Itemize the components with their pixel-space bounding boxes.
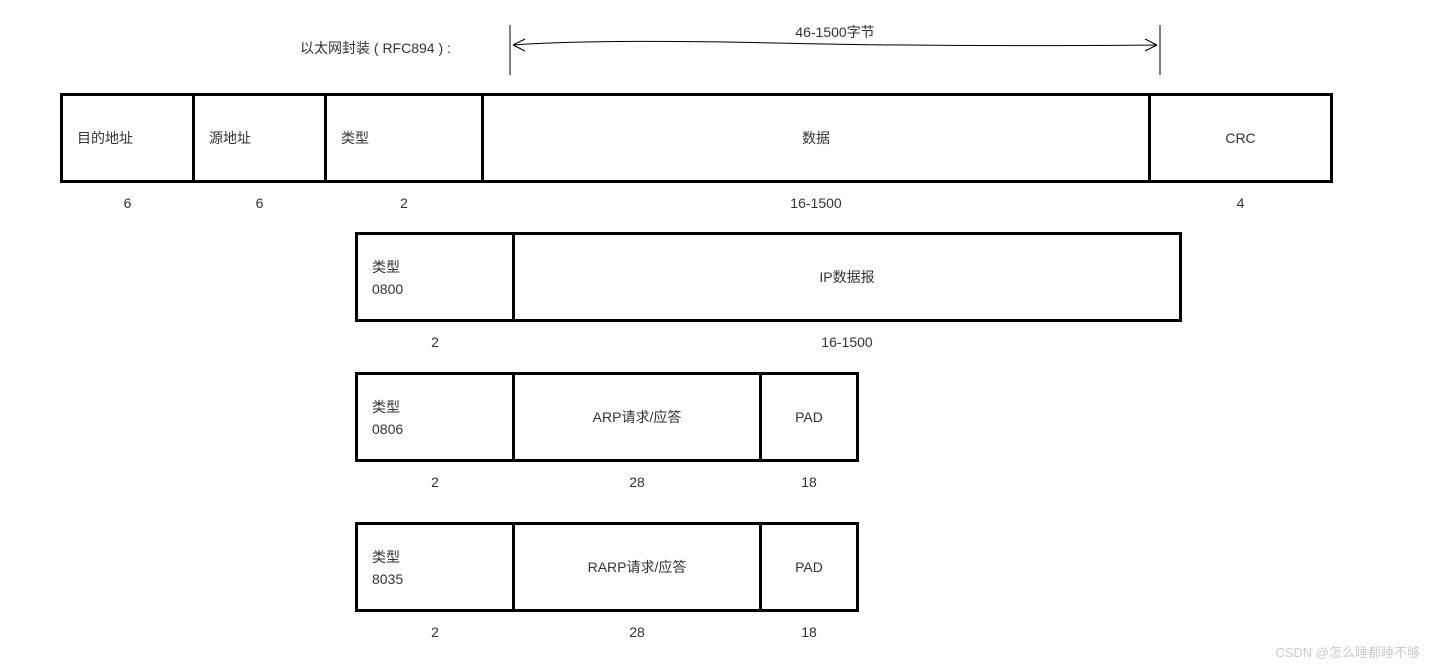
cell-label: RARP请求/应答 bbox=[588, 557, 687, 577]
ethernet-frame-row: 目的地址 源地址 类型 数据 CRC bbox=[60, 93, 1333, 183]
cell-sublabel: 0800 bbox=[372, 281, 403, 297]
svg-text:46-1500字节: 46-1500字节 bbox=[795, 24, 874, 40]
cell: 目的地址 bbox=[60, 93, 195, 183]
cell: 类型 bbox=[324, 93, 484, 183]
cell-label: 源地址 bbox=[209, 128, 251, 148]
cell-sublabel: 8035 bbox=[372, 571, 403, 587]
cell: IP数据报 bbox=[512, 232, 1182, 322]
size-label: 2 bbox=[355, 624, 515, 640]
size-label: 2 bbox=[324, 195, 484, 211]
size-label: 28 bbox=[512, 474, 762, 490]
cell-label: 类型 bbox=[372, 397, 400, 417]
size-label: 2 bbox=[355, 474, 515, 490]
size-label: 16-1500 bbox=[481, 195, 1151, 211]
range-arrow: 46-1500字节 bbox=[0, 0, 1435, 80]
cell-label: 数据 bbox=[802, 128, 830, 148]
size-label: 28 bbox=[512, 624, 762, 640]
size-label: 6 bbox=[60, 195, 195, 211]
size-label: 18 bbox=[759, 624, 859, 640]
watermark: CSDN @怎么睡都睡不够 bbox=[1275, 642, 1420, 661]
size-label: 6 bbox=[192, 195, 327, 211]
cell-label: 目的地址 bbox=[77, 128, 133, 148]
cell-label: 类型 bbox=[372, 547, 400, 567]
cell: RARP请求/应答 bbox=[512, 522, 762, 612]
cell: CRC bbox=[1148, 93, 1333, 183]
size-label: 2 bbox=[355, 334, 515, 350]
cell-label: CRC bbox=[1225, 130, 1255, 146]
size-label: 16-1500 bbox=[512, 334, 1182, 350]
ip-datagram-row: 类型 0800 IP数据报 bbox=[355, 232, 1182, 322]
cell-label: 类型 bbox=[372, 257, 400, 277]
cell-label: PAD bbox=[795, 559, 823, 575]
cell-sublabel: 0806 bbox=[372, 421, 403, 437]
arp-row: 类型 0806 ARP请求/应答 PAD bbox=[355, 372, 859, 462]
rarp-row: 类型 8035 RARP请求/应答 PAD bbox=[355, 522, 859, 612]
cell: 类型 0800 bbox=[355, 232, 515, 322]
cell: 数据 bbox=[481, 93, 1151, 183]
cell-label: ARP请求/应答 bbox=[593, 407, 682, 427]
cell-label: PAD bbox=[795, 409, 823, 425]
size-label: 18 bbox=[759, 474, 859, 490]
cell: 类型 8035 bbox=[355, 522, 515, 612]
cell: PAD bbox=[759, 372, 859, 462]
cell-label: IP数据报 bbox=[819, 267, 874, 287]
cell: 源地址 bbox=[192, 93, 327, 183]
cell: 类型 0806 bbox=[355, 372, 515, 462]
cell: PAD bbox=[759, 522, 859, 612]
size-label: 4 bbox=[1148, 195, 1333, 211]
cell: ARP请求/应答 bbox=[512, 372, 762, 462]
cell-label: 类型 bbox=[341, 128, 369, 148]
